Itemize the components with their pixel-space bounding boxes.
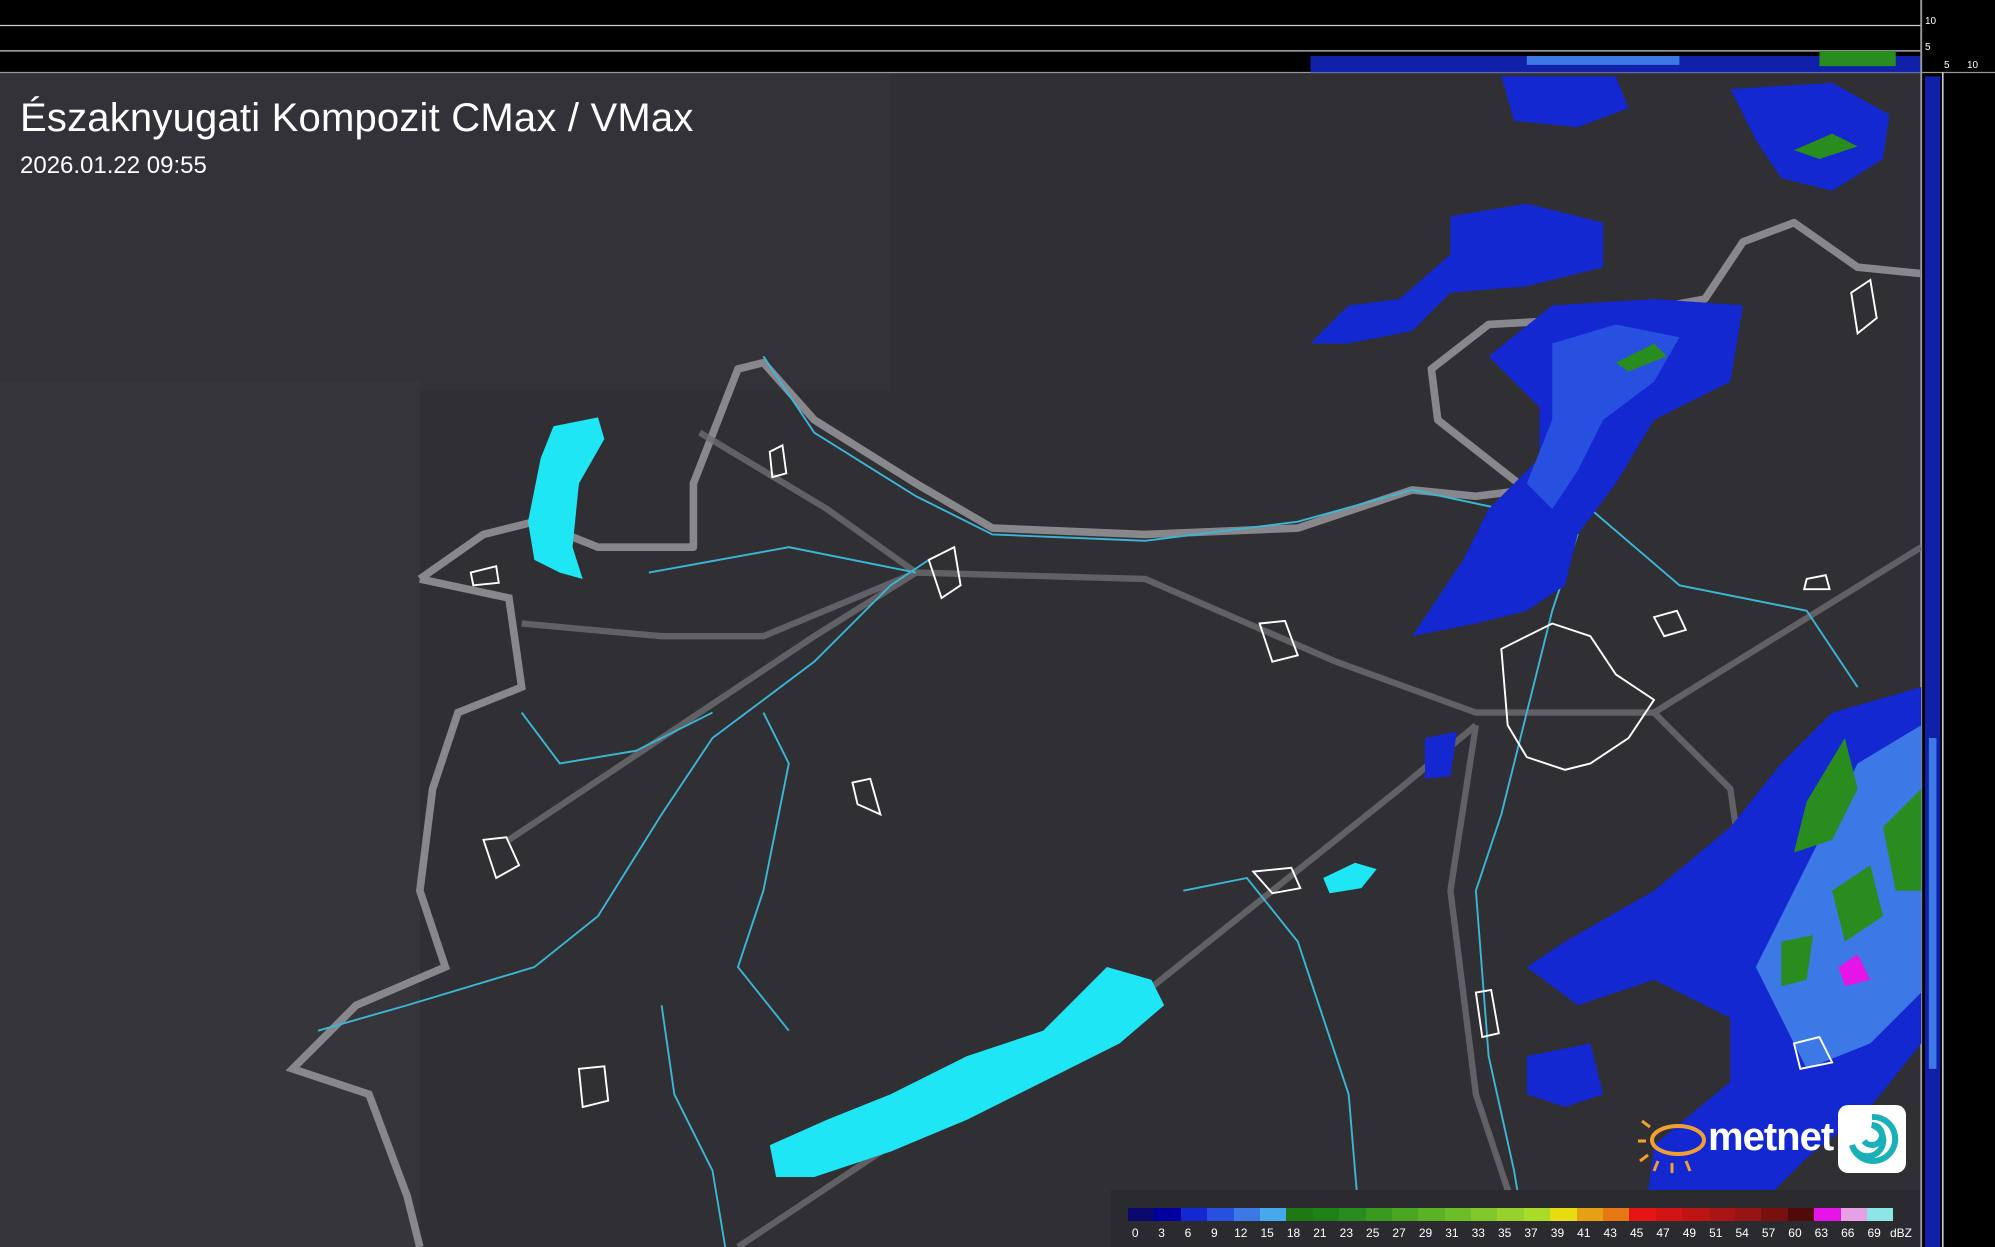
legend-label: 54: [1735, 1226, 1749, 1240]
legend-label: 21: [1313, 1226, 1327, 1240]
legend-swatch: [1312, 1208, 1340, 1221]
legend-swatch: [1497, 1208, 1524, 1221]
legend-color-bar: [1128, 1208, 1894, 1221]
legend-label: 45: [1629, 1226, 1644, 1240]
legend-swatch: [1233, 1208, 1260, 1221]
legend-labels: 0 3 6 9 12 15 18 21 23 25 27 29 31 33 35 37 39 41 43 45 47 49…: [1122, 1226, 1887, 1240]
top-tick-5: 5: [1925, 42, 1931, 53]
legend-label: 69: [1867, 1226, 1881, 1240]
right-profile-strip: [1925, 72, 1944, 1247]
legend-label: 25: [1366, 1226, 1380, 1240]
legend-label: 37: [1524, 1226, 1538, 1240]
legend-swatch: [1761, 1208, 1788, 1221]
legend-swatch: [1550, 1208, 1577, 1221]
legend-label: 0: [1131, 1226, 1139, 1240]
legend-label: 63: [1814, 1226, 1829, 1240]
legend-label: 23: [1339, 1226, 1353, 1240]
legend-label: 29: [1418, 1226, 1433, 1240]
city-outlines: [469, 278, 1878, 1109]
country-border: [417, 218, 1922, 583]
legend-label: 43: [1603, 1226, 1617, 1240]
legend-swatch: [1391, 1208, 1419, 1221]
legend-swatch: [1576, 1208, 1604, 1221]
legend-swatch: [1339, 1208, 1366, 1221]
legend-label: 9: [1211, 1226, 1218, 1240]
legend-swatch: [1682, 1208, 1709, 1221]
legend-unit: dBZ: [1889, 1226, 1912, 1240]
legend-label: 31: [1445, 1226, 1459, 1240]
legend-swatch: [1471, 1208, 1498, 1221]
legend-label: 49: [1682, 1226, 1697, 1240]
legend-swatch: [1286, 1208, 1313, 1221]
map-timestamp: 2026.01.22 09:55: [20, 152, 207, 179]
legend-label: 3: [1158, 1226, 1165, 1240]
legend-swatch: [1840, 1208, 1867, 1221]
legend-label: 6: [1184, 1226, 1192, 1240]
right-tick-10: 10: [1967, 60, 1979, 71]
logo-text: metnet: [1708, 1115, 1834, 1159]
legend-swatch: [1814, 1208, 1841, 1221]
lakes: [528, 417, 1377, 1178]
legend-swatch: [1866, 1208, 1894, 1221]
right-tick-5: 5: [1944, 60, 1950, 71]
legend-swatch: [1629, 1208, 1656, 1221]
legend-label: 66: [1841, 1226, 1855, 1240]
legend-label: 35: [1497, 1226, 1512, 1240]
legend-label: 60: [1788, 1226, 1802, 1240]
legend-swatch: [1154, 1208, 1181, 1221]
legend-swatch: [1787, 1208, 1815, 1221]
legend-swatch: [1523, 1208, 1551, 1221]
sun-icon: [1638, 1119, 1706, 1173]
legend-swatch: [1365, 1208, 1392, 1221]
legend-label: 39: [1550, 1226, 1565, 1240]
legend-label: 15: [1260, 1226, 1274, 1240]
legend-label: 18: [1286, 1226, 1301, 1240]
legend-label: 57: [1761, 1226, 1776, 1240]
dbz-legend: 0 3 6 9 12 15 18 21 23 25 27 29 31 33 35 37 39 41 43 45 47 49…: [1110, 1190, 1920, 1247]
legend-label: 47: [1656, 1226, 1670, 1240]
legend-label: 27: [1392, 1226, 1406, 1240]
legend-swatch: [1207, 1208, 1234, 1221]
legend-swatch: [1708, 1208, 1735, 1221]
legend-label: 12: [1234, 1226, 1248, 1240]
legend-swatch: [1603, 1208, 1630, 1221]
legend-swatch: [1655, 1208, 1683, 1221]
legend-swatch: [1418, 1208, 1445, 1221]
legend-swatch: [1444, 1208, 1472, 1221]
legend-swatch: [1734, 1208, 1762, 1221]
legend-swatch: [1180, 1208, 1208, 1221]
swirl-icon: [1838, 1105, 1906, 1173]
legend-label: 51: [1709, 1226, 1723, 1240]
legend-label: 33: [1471, 1226, 1485, 1240]
radar-echoes: [1310, 76, 1922, 1247]
legend-label: 41: [1577, 1226, 1591, 1240]
metnet-logo: metnet: [1638, 1105, 1910, 1175]
legend-swatch: [1259, 1208, 1287, 1221]
map-title: Északnyugati Kompozit CMax / VMax: [20, 96, 694, 140]
legend-swatch: [1128, 1208, 1155, 1221]
top-tick-10: 10: [1925, 16, 1937, 27]
